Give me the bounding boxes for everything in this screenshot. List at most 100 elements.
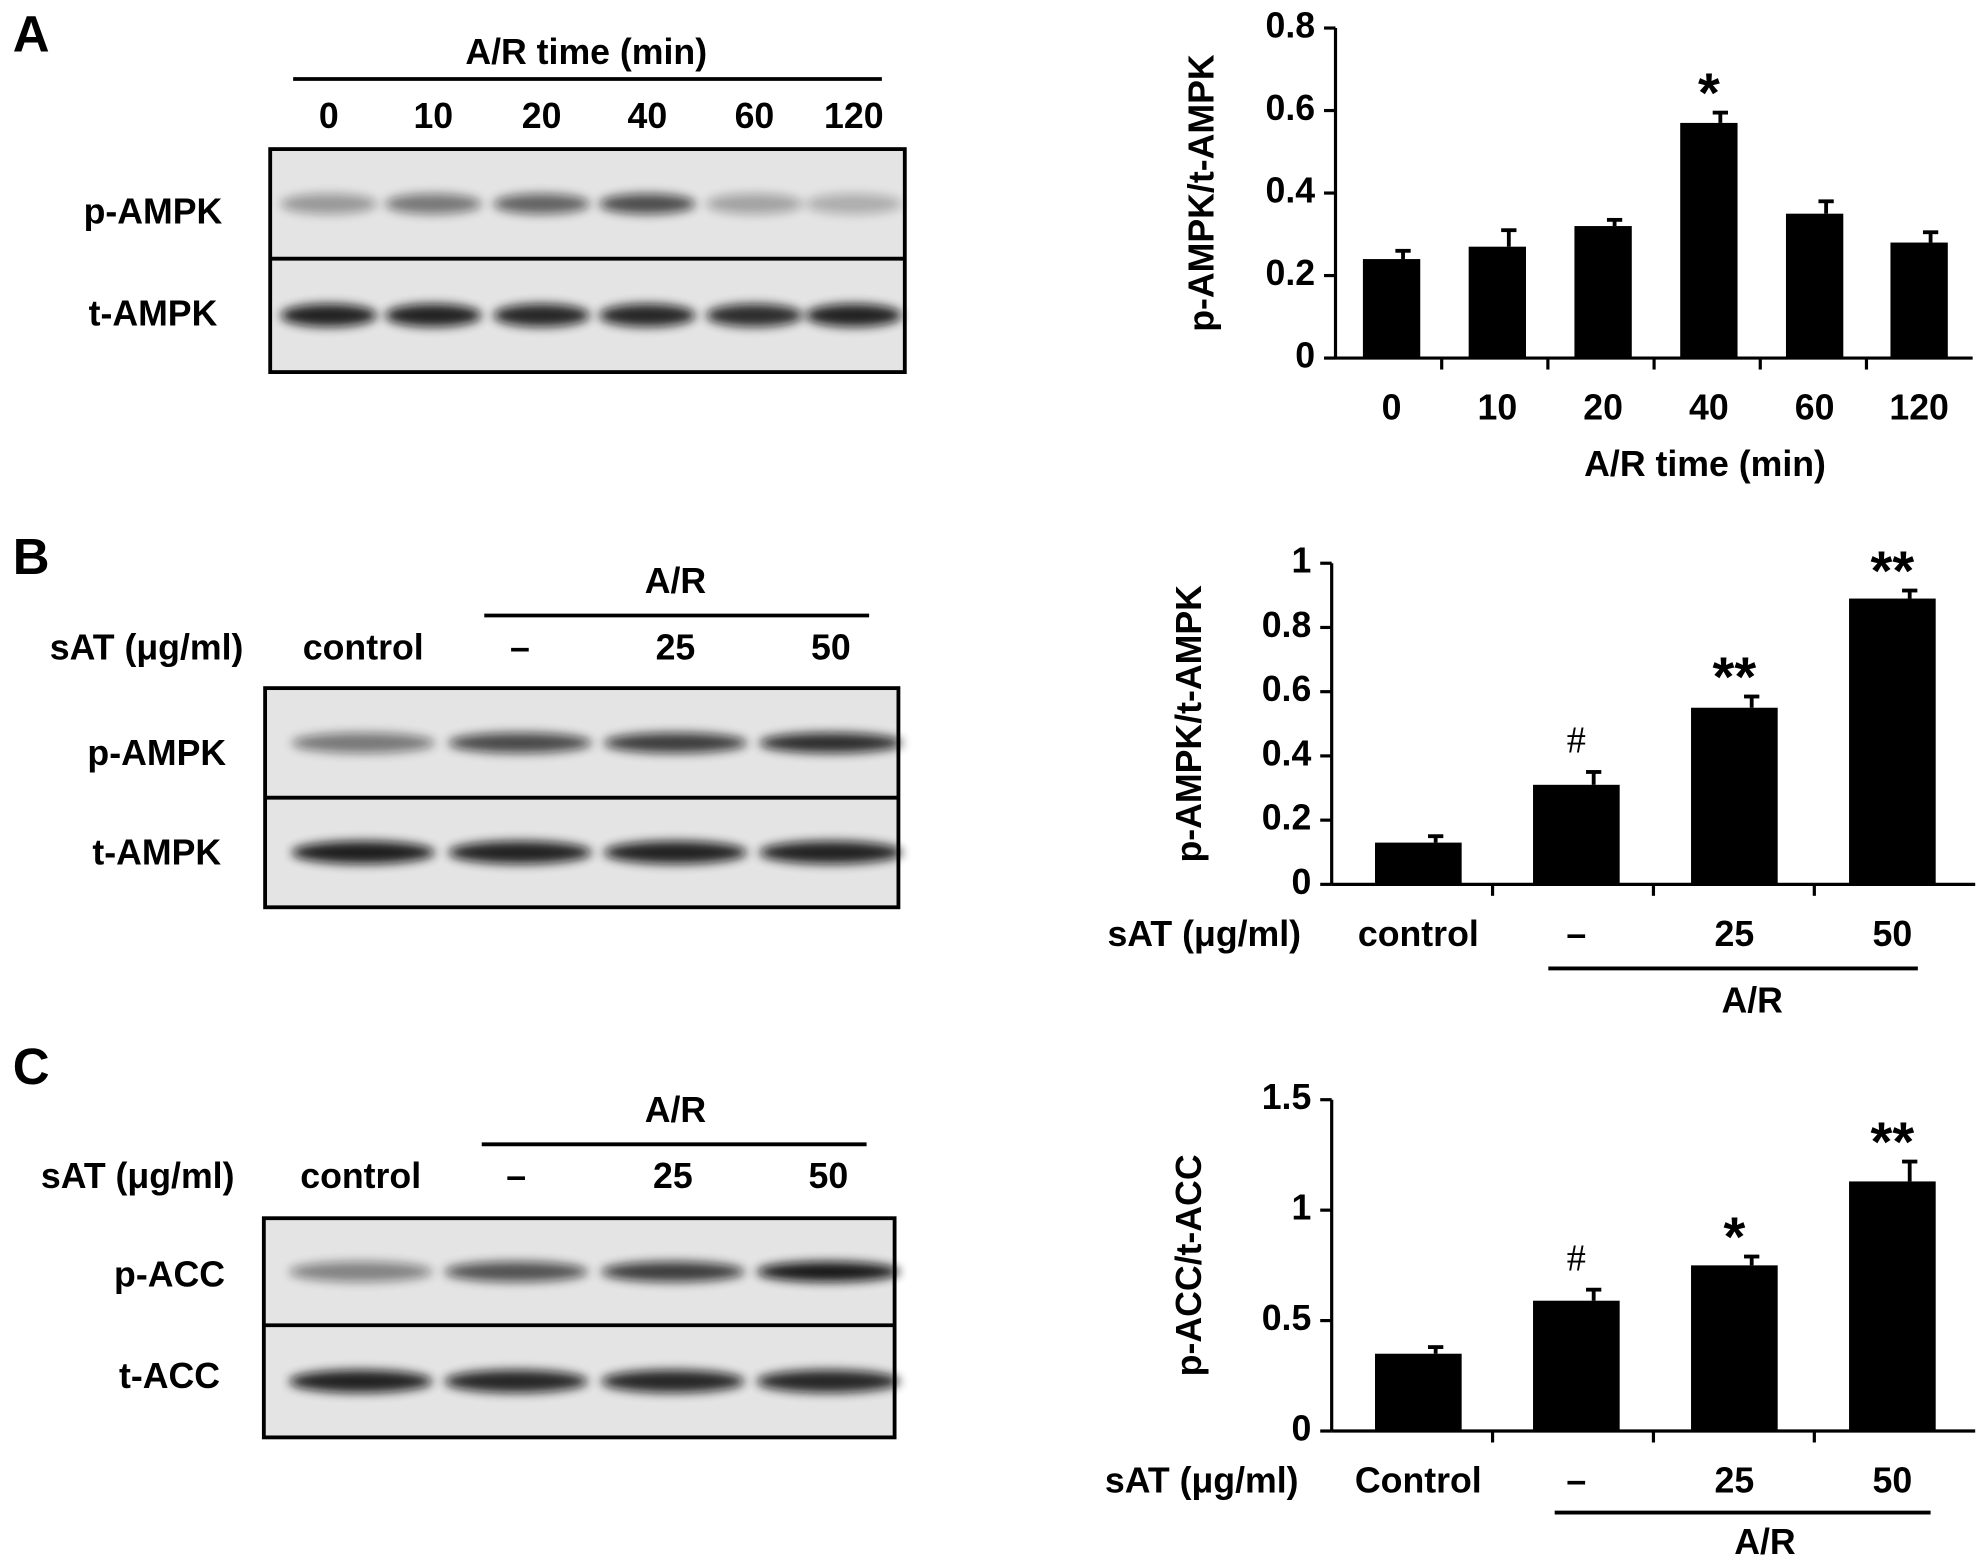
blot-prefix: sAT (μg/ml) xyxy=(50,627,244,667)
annotation: * xyxy=(1698,61,1720,124)
blot-band xyxy=(444,1261,588,1282)
bar xyxy=(1691,1265,1778,1432)
x-tick-label: 50 xyxy=(1873,914,1913,954)
blot-band xyxy=(599,303,696,327)
lane-label: – xyxy=(510,627,530,667)
bar xyxy=(1375,1353,1462,1432)
y-tick-label: 0.8 xyxy=(1266,5,1316,45)
group-label: A/R xyxy=(1721,980,1783,1020)
x-tick-label: 50 xyxy=(1873,1461,1913,1501)
bar xyxy=(1362,259,1421,359)
x-tick-label: 60 xyxy=(1795,388,1835,428)
x-tick-label: 0 xyxy=(1382,388,1402,428)
y-tick-label: 1 xyxy=(1291,541,1311,581)
annotation: # xyxy=(1567,1237,1586,1279)
blot-band xyxy=(493,303,590,327)
row-label: p-AMPK xyxy=(84,192,223,232)
bar xyxy=(1849,1181,1936,1432)
y-tick-label: 0.2 xyxy=(1262,798,1312,838)
bar xyxy=(1890,242,1948,359)
blot-header: A/R xyxy=(645,1090,707,1130)
blot-band xyxy=(280,303,378,327)
blot-band xyxy=(706,303,803,327)
lane-label: 120 xyxy=(824,96,884,136)
y-tick-label: 1.5 xyxy=(1262,1077,1312,1117)
lane-label: 50 xyxy=(808,1156,848,1196)
y-tick-label: 0 xyxy=(1291,862,1311,902)
y-tick-label: 1 xyxy=(1291,1188,1311,1228)
blot-band xyxy=(385,193,482,215)
y-tick-label: 0.4 xyxy=(1262,733,1312,773)
blot-band xyxy=(706,193,803,215)
y-tick-label: 0.4 xyxy=(1266,170,1316,210)
annotation: ** xyxy=(1871,539,1915,602)
bar xyxy=(1691,707,1778,885)
blot-header: A/R xyxy=(645,561,707,601)
annotation: ** xyxy=(1713,645,1757,708)
lane-label: 0 xyxy=(319,96,339,136)
blot-band xyxy=(759,841,903,864)
category-prefix: sAT (μg/ml) xyxy=(1107,914,1301,954)
y-tick-label: 0 xyxy=(1291,1408,1311,1448)
bar xyxy=(1533,1300,1620,1432)
blot-band xyxy=(288,1261,433,1282)
row-label: t-AMPK xyxy=(89,293,218,333)
x-tick-label: 20 xyxy=(1583,388,1623,428)
blot-band xyxy=(759,732,903,754)
x-tick-label: – xyxy=(1566,1461,1586,1501)
panel-letter: C xyxy=(13,1038,50,1095)
x-tick-label: Control xyxy=(1355,1461,1482,1501)
blot-band xyxy=(805,303,903,327)
x-tick-label: 10 xyxy=(1477,388,1517,428)
x-tick-label: 25 xyxy=(1715,914,1755,954)
annotation: # xyxy=(1567,720,1586,762)
x-tick-label: 120 xyxy=(1889,388,1949,428)
bar xyxy=(1680,122,1738,359)
blot-band xyxy=(444,1369,588,1393)
blot-band xyxy=(603,732,748,754)
row-label: t-AMPK xyxy=(92,832,221,872)
x-tick-label: – xyxy=(1566,914,1586,954)
y-axis-label: p-AMPK/t-AMPK xyxy=(1169,585,1209,863)
blot-band xyxy=(805,193,903,215)
lane-label: 25 xyxy=(653,1156,693,1196)
row-label: p-AMPK xyxy=(87,733,226,773)
bar xyxy=(1468,246,1527,359)
row-label: t-ACC xyxy=(119,1356,220,1396)
x-tick-label: 25 xyxy=(1715,1461,1755,1501)
lane-label: control xyxy=(300,1156,421,1196)
lane-label: – xyxy=(506,1156,526,1196)
blot-band xyxy=(291,732,435,754)
blot-band xyxy=(448,732,592,754)
y-tick-label: 0.2 xyxy=(1266,253,1316,293)
lane-label: 20 xyxy=(522,96,562,136)
blot-band xyxy=(288,1369,433,1393)
bar xyxy=(1849,598,1936,885)
blot-prefix: sAT (μg/ml) xyxy=(41,1156,235,1196)
blot-band xyxy=(448,841,592,864)
blot-background xyxy=(263,1218,895,1438)
y-tick-label: 0.8 xyxy=(1262,605,1312,645)
x-axis-label: A/R time (min) xyxy=(1584,444,1826,484)
lane-label: control xyxy=(303,627,424,667)
panel-letter: A xyxy=(13,6,50,63)
blot-band xyxy=(603,841,748,864)
blot-header: A/R time (min) xyxy=(465,32,707,72)
y-tick-label: 0.6 xyxy=(1262,669,1312,709)
y-axis-label: p-ACC/t-ACC xyxy=(1169,1154,1209,1376)
blot-band xyxy=(599,193,696,215)
blot-band xyxy=(493,193,590,215)
lane-label: 50 xyxy=(811,627,851,667)
blot-band xyxy=(601,1369,745,1393)
row-label: p-ACC xyxy=(114,1254,225,1294)
blot-band xyxy=(601,1261,745,1282)
bar xyxy=(1785,213,1844,359)
lane-label: 60 xyxy=(735,96,775,136)
blot-band xyxy=(756,1369,901,1393)
annotation: * xyxy=(1723,1205,1745,1268)
blot-frame xyxy=(261,1216,897,1440)
bar xyxy=(1375,842,1462,885)
lane-label: 40 xyxy=(628,96,668,136)
panel-letter: B xyxy=(13,528,50,585)
